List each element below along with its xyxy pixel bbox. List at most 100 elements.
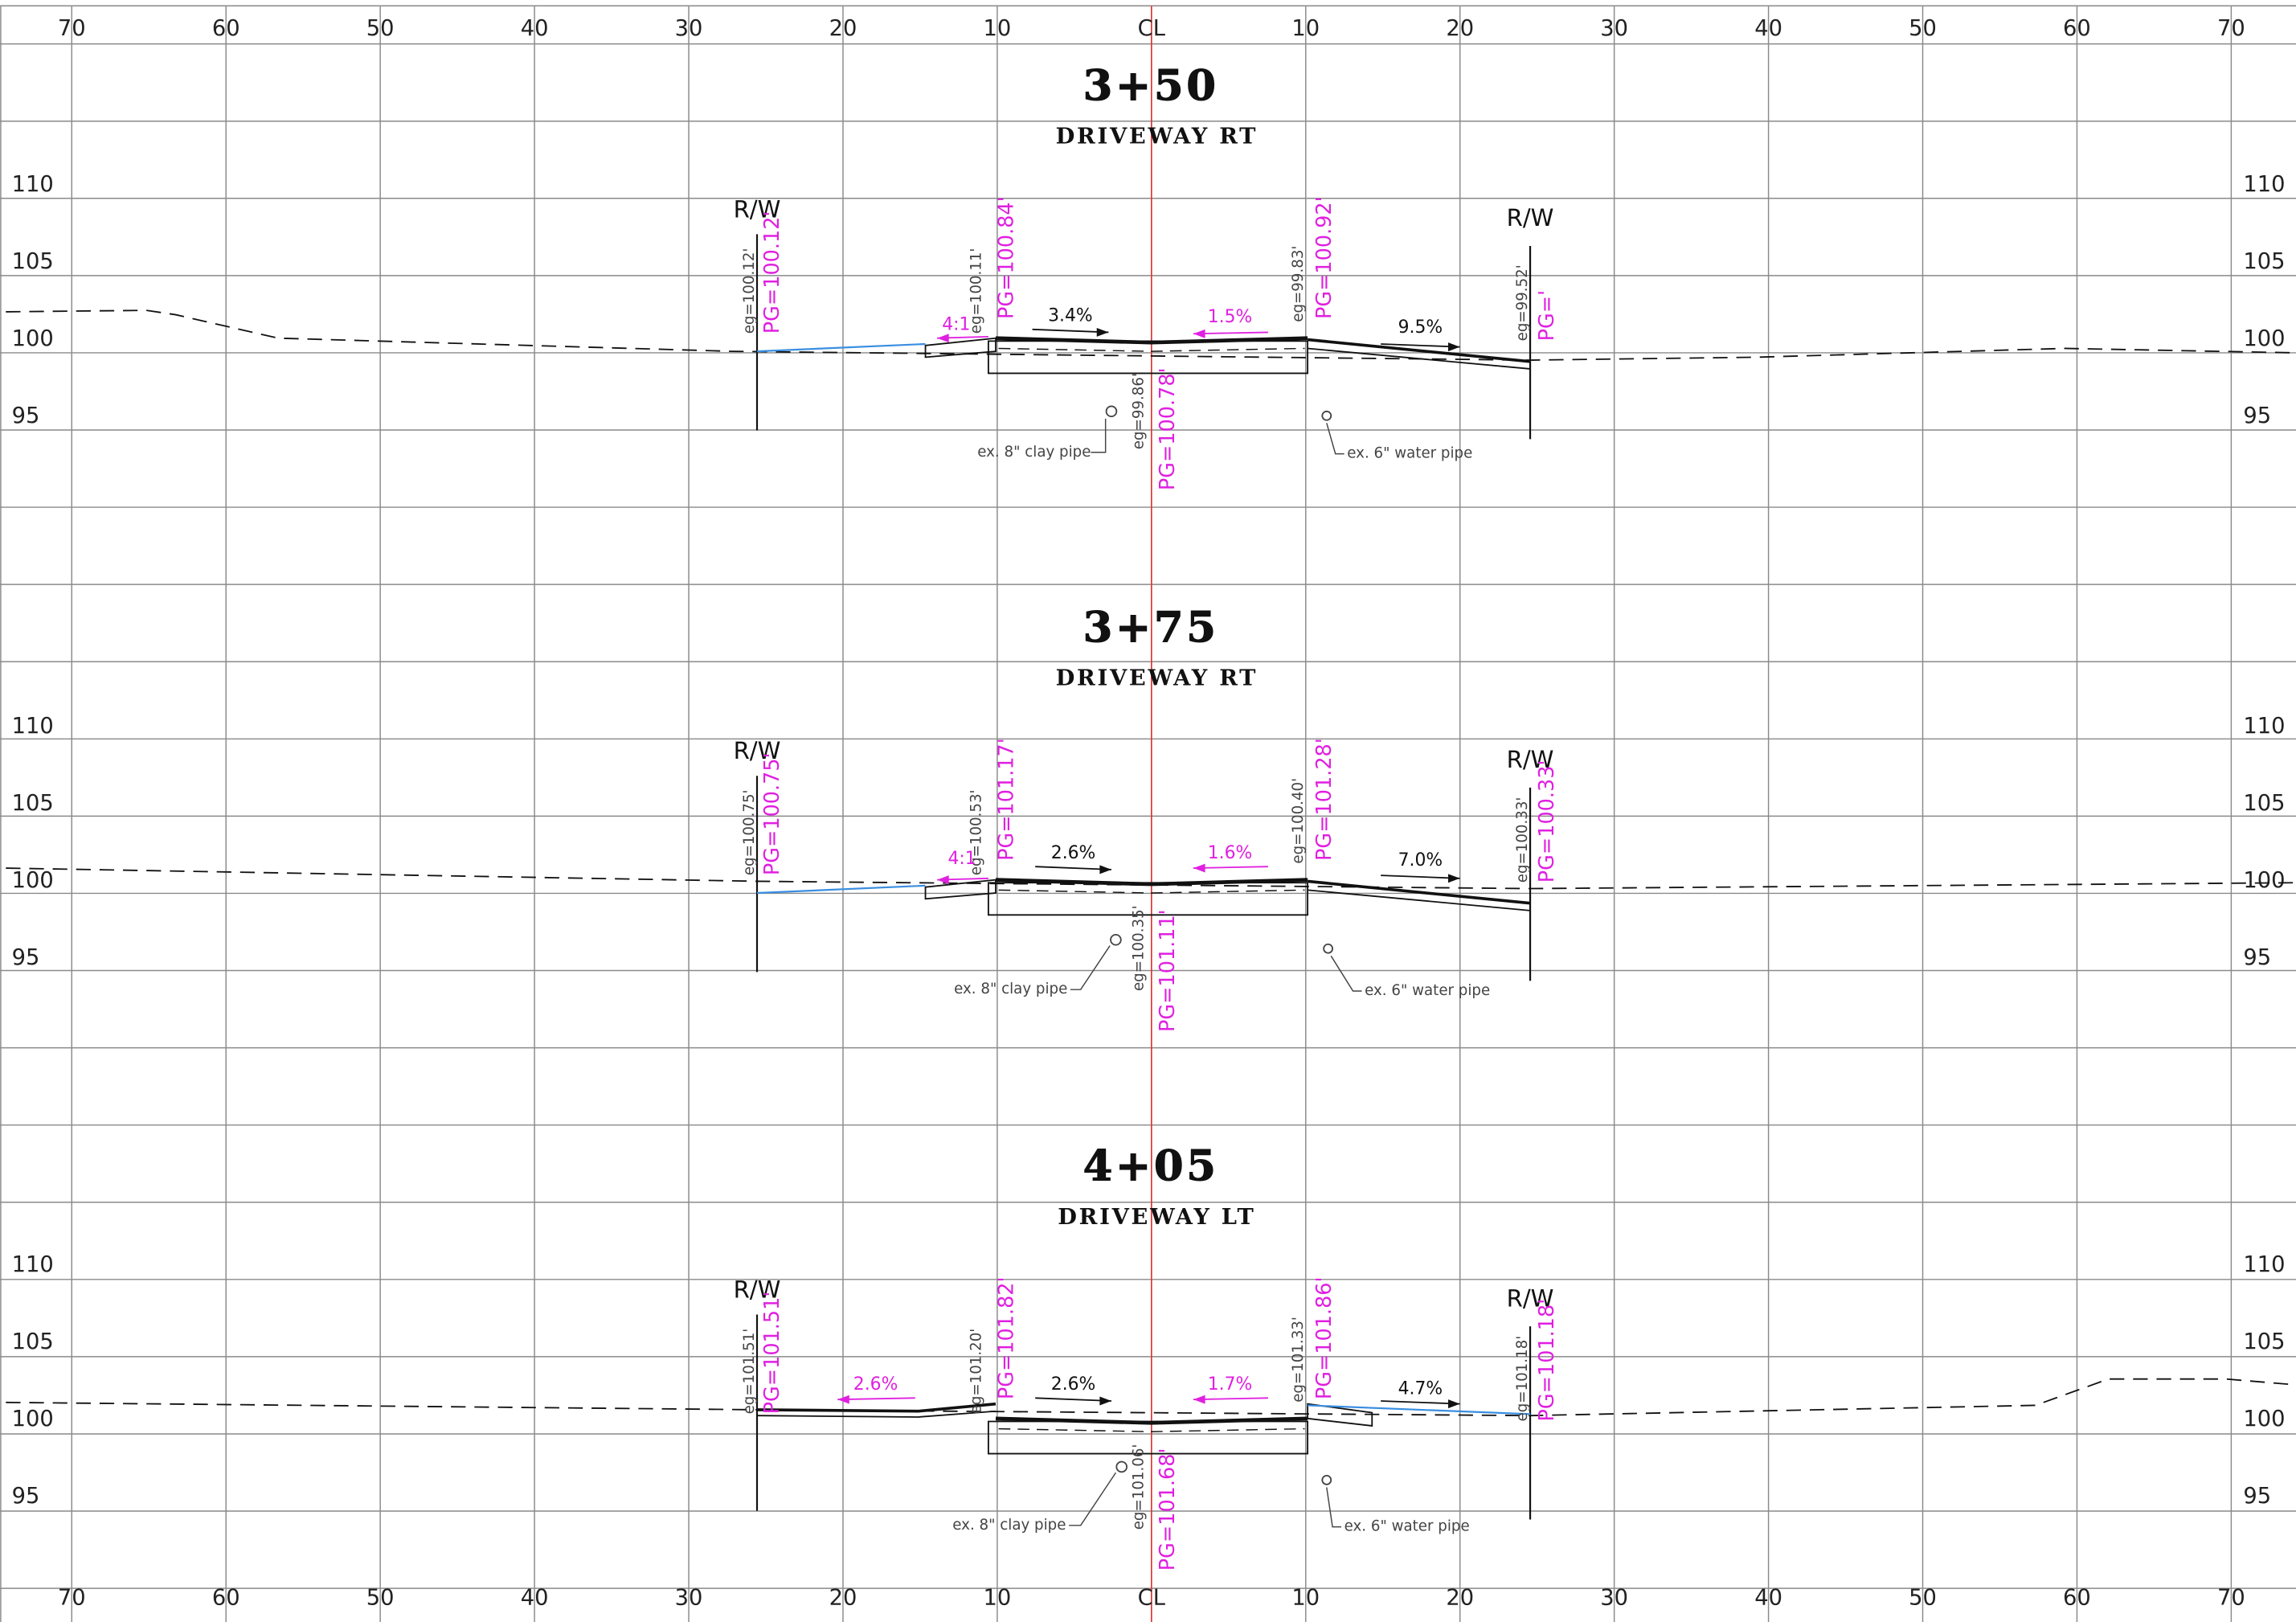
axis-label: 40 (1754, 16, 1782, 41)
leader (1070, 945, 1111, 990)
slope-label: 2.6% (1051, 1374, 1096, 1395)
road-dash (998, 347, 1305, 352)
axis-label: 50 (1909, 1585, 1937, 1610)
slope-label: 1.5% (1208, 307, 1253, 327)
eg-label: eg=101.33' (1290, 1317, 1307, 1403)
pg-label: PG=100.12' (760, 211, 784, 334)
shoulder-right (1307, 338, 1531, 363)
elevation-label: 110 (2243, 172, 2285, 197)
eg-label: eg=100.75' (741, 789, 758, 875)
tie-in (756, 884, 926, 895)
elevation-label: 100 (2243, 868, 2285, 893)
axis-label: 40 (521, 1585, 549, 1610)
arrow-head (1448, 1399, 1460, 1409)
pg-label: PG=101.17' (995, 738, 1019, 861)
eg-label: eg=100.11' (968, 248, 984, 334)
pipe-label: ex. 6" water pipe (1365, 982, 1490, 999)
axis-label: 20 (1446, 1585, 1474, 1610)
slope-arrow (1193, 866, 1268, 869)
section: 3+50 DRIVEWAY RT 110 105 100 95 110 105 100 95 R/W… (6, 60, 2296, 490)
slope-arrow (1381, 1400, 1460, 1405)
arrow-head (937, 875, 949, 885)
tie-in (1308, 1404, 1531, 1415)
road-dash (998, 889, 1305, 894)
elevation-label: 105 (2243, 249, 2285, 274)
axis-label: CL (1138, 16, 1166, 41)
axis-label: 30 (1600, 1585, 1628, 1610)
slope-arrow (1032, 328, 1109, 334)
elevation-label: 100 (2243, 1407, 2285, 1432)
elevation-label: 105 (12, 249, 54, 274)
elevation-label: 95 (12, 403, 40, 428)
elevation-label: 100 (12, 868, 54, 893)
arrow-head (1193, 863, 1205, 873)
pipe-symbol (1321, 410, 1332, 421)
section-title: DRIVEWAY LT (1058, 1204, 1255, 1230)
axis-label: 20 (1446, 16, 1474, 41)
slope-label: 2.6% (1051, 843, 1096, 863)
road-dash (998, 1427, 1305, 1432)
elevation-label: 95 (2243, 1484, 2271, 1509)
axis-label: 70 (2217, 1585, 2245, 1610)
slope-arrow (1193, 331, 1268, 335)
eg-label: eg=99.83' (1290, 246, 1307, 322)
pipe-symbol (1115, 1460, 1128, 1473)
pipe-symbol (1323, 943, 1333, 954)
slope-label: 7.0% (1398, 850, 1443, 870)
rw-label: R/W (734, 195, 781, 223)
elevation-label: 100 (12, 1407, 54, 1432)
arrow-head (937, 334, 949, 343)
axis-label: 10 (984, 1585, 1012, 1610)
section-title: DRIVEWAY RT (1056, 666, 1259, 691)
axis-label: 60 (212, 16, 240, 41)
driveway-right (1307, 1403, 1373, 1427)
axis-label: 10 (1291, 16, 1320, 41)
shoulder-right (1307, 879, 1531, 905)
axis-label: 50 (366, 16, 395, 41)
driveway-left (924, 337, 997, 358)
elevation-label: 110 (2243, 714, 2285, 739)
slope-label: 1.7% (1208, 1374, 1253, 1395)
pipe-symbol (1105, 405, 1118, 418)
axis-label: 60 (2063, 16, 2091, 41)
pg-label: PG=101.82' (995, 1276, 1019, 1399)
pg-label: PG=' (1535, 290, 1559, 342)
pipe-symbol (1110, 933, 1122, 946)
eg-label: eg=100.12' (741, 248, 758, 334)
elevation-label: 105 (2243, 1329, 2285, 1354)
arrow-head (1193, 1395, 1205, 1404)
eg-label: eg=99.86' (1131, 373, 1148, 449)
road-surface (995, 878, 1308, 887)
pipe-label: ex. 6" water pipe (1344, 1518, 1470, 1535)
existing-ground (6, 309, 2296, 361)
shoulder-right (1308, 889, 1531, 911)
rw-label: R/W (734, 1276, 781, 1303)
eg-label: eg=100.33' (1514, 797, 1531, 883)
elevation-label: 105 (2243, 791, 2285, 816)
arrow-head (1096, 327, 1109, 337)
pg-label: PG=101.68' (1156, 1448, 1180, 1571)
axis-label: 60 (212, 1585, 240, 1610)
axis-label: 20 (829, 1585, 857, 1610)
slope-label: 9.5% (1398, 317, 1443, 338)
shoulder-right (1308, 347, 1531, 370)
slope-arrow (1381, 874, 1460, 879)
leader (1326, 1487, 1342, 1528)
elevation-label: 110 (2243, 1252, 2285, 1277)
eg-label: eg=101.18' (1514, 1336, 1531, 1422)
slope-arrow (1035, 866, 1111, 870)
slope-label: 3.4% (1048, 305, 1093, 326)
elevation-label: 95 (2243, 945, 2271, 970)
station: 4+05 (1083, 1141, 1219, 1191)
elevation-label: 100 (2243, 326, 2285, 351)
pipe-symbol (1321, 1474, 1332, 1485)
axis-label: 30 (675, 16, 703, 41)
slope-arrow (1035, 1397, 1111, 1402)
pg-label: PG=101.11' (1156, 909, 1180, 1032)
eg-label: eg=100.53' (968, 789, 984, 875)
axis-label: 20 (829, 16, 857, 41)
road-surface (995, 1416, 1308, 1425)
axis-label: 70 (2217, 16, 2245, 41)
